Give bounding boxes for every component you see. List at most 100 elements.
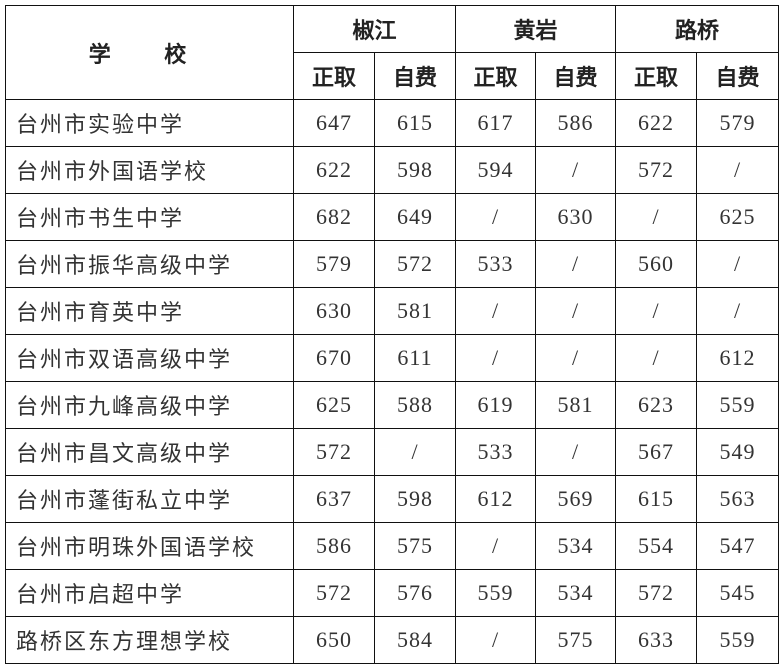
score-cell: / bbox=[455, 522, 536, 570]
score-cell: / bbox=[455, 334, 536, 382]
score-cell: 625 bbox=[696, 193, 779, 241]
sub-header: 正取 bbox=[615, 52, 697, 100]
score-cell: 563 bbox=[696, 475, 779, 523]
sub-header: 自费 bbox=[696, 52, 779, 100]
score-cell: / bbox=[696, 287, 779, 335]
score-cell: 623 bbox=[615, 381, 697, 429]
score-cell: / bbox=[535, 240, 616, 288]
score-cell: 594 bbox=[455, 146, 536, 194]
sub-header: 正取 bbox=[293, 52, 375, 100]
score-cell: / bbox=[455, 287, 536, 335]
score-cell: 533 bbox=[455, 428, 536, 476]
school-name-cell: 台州市昌文高级中学 bbox=[5, 428, 294, 476]
table-row: 台州市昌文高级中学 572/533/567 549 bbox=[5, 428, 779, 476]
score-cell: 649 bbox=[374, 193, 456, 241]
table-row: 路桥区东方理想学校 650 584/575 633 559 bbox=[5, 616, 779, 664]
score-cell: / bbox=[615, 287, 697, 335]
score-cell: 534 bbox=[535, 522, 616, 570]
school-name-cell: 台州市明珠外国语学校 bbox=[5, 522, 294, 570]
table-row: 台州市书生中学 682 649/630/625 bbox=[5, 193, 779, 241]
score-cell: / bbox=[455, 616, 536, 664]
score-cell: / bbox=[615, 193, 697, 241]
score-cell: 584 bbox=[374, 616, 456, 664]
score-cell: 545 bbox=[696, 569, 779, 617]
score-cell: 619 bbox=[455, 381, 536, 429]
score-cell: 572 bbox=[293, 428, 375, 476]
table-row: 台州市育英中学 630 581// / / bbox=[5, 287, 779, 335]
school-name-cell: 路桥区东方理想学校 bbox=[5, 616, 294, 664]
sub-header: 自费 bbox=[374, 52, 456, 100]
score-cell: 625 bbox=[293, 381, 375, 429]
header-row-regions: 学 校 椒江 黄岩 路桥 bbox=[5, 5, 779, 100]
score-cell: 617 bbox=[455, 99, 536, 147]
score-cell: 572 bbox=[615, 146, 697, 194]
score-cell: / bbox=[535, 428, 616, 476]
score-cell: 576 bbox=[374, 569, 456, 617]
score-cell: 586 bbox=[535, 99, 616, 147]
region-header-jiaojiang: 椒江 bbox=[293, 5, 456, 53]
region-header-huangyan: 黄岩 bbox=[455, 5, 616, 53]
score-cell: 581 bbox=[535, 381, 616, 429]
table-row: 台州市明珠外国语学校 586 575/534 554 547 bbox=[5, 522, 779, 570]
score-cell: 534 bbox=[535, 569, 616, 617]
score-cell: 588 bbox=[374, 381, 456, 429]
score-cell: 586 bbox=[293, 522, 375, 570]
table-row: 台州市启超中学 572 576 559 534 572 545 bbox=[5, 569, 779, 617]
school-name-cell: 台州市蓬街私立中学 bbox=[5, 475, 294, 523]
score-cell: 559 bbox=[696, 381, 779, 429]
score-cell: 547 bbox=[696, 522, 779, 570]
score-cell: / bbox=[455, 193, 536, 241]
score-cell: 633 bbox=[615, 616, 697, 664]
score-cell: 572 bbox=[293, 569, 375, 617]
score-cell: / bbox=[615, 334, 697, 382]
admission-scores-table: 学 校 椒江 黄岩 路桥 正取 自费 正取 自费 正取 自费 台州市实验中学 64… bbox=[5, 5, 779, 664]
score-cell: 598 bbox=[374, 146, 456, 194]
table-row: 台州市蓬街私立中学 637 598 612 569 615 563 bbox=[5, 475, 779, 523]
score-cell: 572 bbox=[374, 240, 456, 288]
score-cell: 549 bbox=[696, 428, 779, 476]
school-name-cell: 台州市振华高级中学 bbox=[5, 240, 294, 288]
score-cell: / bbox=[535, 146, 616, 194]
table-row: 台州市外国语学校 622 598 594/572/ bbox=[5, 146, 779, 194]
score-cell: 630 bbox=[535, 193, 616, 241]
school-name-cell: 台州市实验中学 bbox=[5, 99, 294, 147]
school-name-cell: 台州市九峰高级中学 bbox=[5, 381, 294, 429]
table-row: 台州市九峰高级中学 625 588 619 581 623 559 bbox=[5, 381, 779, 429]
score-cell: 560 bbox=[615, 240, 697, 288]
school-name-cell: 台州市书生中学 bbox=[5, 193, 294, 241]
score-cell: / bbox=[374, 428, 456, 476]
score-cell: 615 bbox=[374, 99, 456, 147]
school-column-header: 学 校 bbox=[5, 5, 294, 100]
sub-header: 正取 bbox=[455, 52, 536, 100]
score-cell: 637 bbox=[293, 475, 375, 523]
score-cell: 567 bbox=[615, 428, 697, 476]
score-cell: 615 bbox=[615, 475, 697, 523]
score-cell: 630 bbox=[293, 287, 375, 335]
score-cell: / bbox=[696, 240, 779, 288]
score-cell: 559 bbox=[455, 569, 536, 617]
sub-header: 自费 bbox=[535, 52, 616, 100]
table-row: 台州市实验中学 647 615 617 586 622 579 bbox=[5, 99, 779, 147]
score-cell: 569 bbox=[535, 475, 616, 523]
region-header-luqiao: 路桥 bbox=[615, 5, 779, 53]
score-cell: / bbox=[535, 287, 616, 335]
score-cell: 598 bbox=[374, 475, 456, 523]
score-cell: 622 bbox=[615, 99, 697, 147]
score-cell: 612 bbox=[455, 475, 536, 523]
table-row: 台州市振华高级中学 579 572 533/560/ bbox=[5, 240, 779, 288]
school-name-cell: 台州市双语高级中学 bbox=[5, 334, 294, 382]
score-cell: / bbox=[535, 334, 616, 382]
score-cell: 572 bbox=[615, 569, 697, 617]
score-cell: 647 bbox=[293, 99, 375, 147]
score-cell: 579 bbox=[293, 240, 375, 288]
score-cell: 682 bbox=[293, 193, 375, 241]
school-name-cell: 台州市育英中学 bbox=[5, 287, 294, 335]
score-cell: 579 bbox=[696, 99, 779, 147]
score-cell: 670 bbox=[293, 334, 375, 382]
school-name-cell: 台州市外国语学校 bbox=[5, 146, 294, 194]
score-cell: 554 bbox=[615, 522, 697, 570]
score-cell: 622 bbox=[293, 146, 375, 194]
score-cell: 533 bbox=[455, 240, 536, 288]
score-cell: 650 bbox=[293, 616, 375, 664]
score-cell: 612 bbox=[696, 334, 779, 382]
